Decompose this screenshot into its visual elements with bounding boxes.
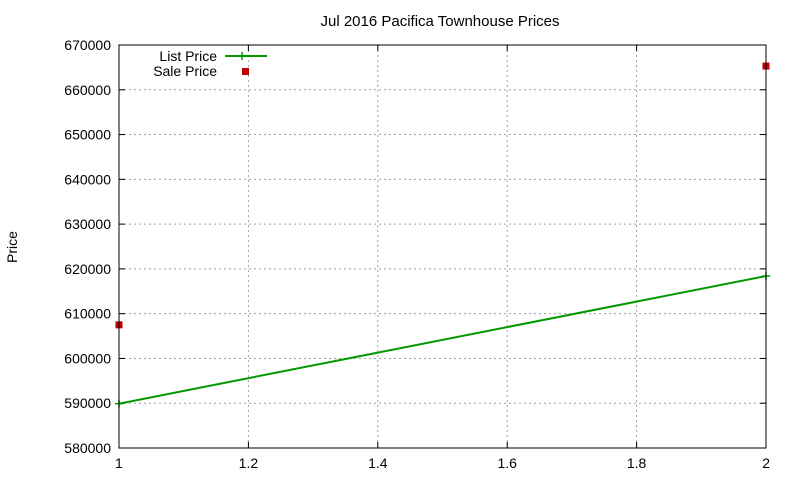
y-tick-label: 610000: [64, 306, 111, 322]
x-tick-label: 1.6: [497, 455, 517, 471]
grid: [119, 45, 766, 448]
y-tick-label: 640000: [64, 171, 111, 187]
legend-marker-sale-price: [242, 68, 249, 75]
plot-area: [115, 62, 770, 408]
axis-ticks: [118, 44, 767, 449]
list-price-line: [118, 275, 767, 405]
y-tick-label: 600000: [64, 350, 111, 366]
chart-title: Jul 2016 Pacifica Townhouse Prices: [320, 13, 559, 30]
legend: List Price Sale Price: [153, 48, 267, 79]
x-tick-label: 1.2: [239, 455, 259, 471]
y-tick-label: 650000: [64, 127, 111, 143]
x-tick-label: 2: [762, 455, 770, 471]
y-tick-label: 630000: [64, 216, 111, 232]
y-tick-label: 620000: [64, 261, 111, 277]
x-tick-label: 1.4: [368, 455, 388, 471]
legend-label-list-price: List Price: [159, 48, 217, 64]
legend-label-sale-price: Sale Price: [153, 63, 217, 79]
y-tick-label: 580000: [64, 440, 111, 456]
tick-labels: 580000 590000 600000 610000 620000 630000 6400…: [64, 37, 770, 471]
y-tick-label: 670000: [64, 37, 111, 53]
y-axis-label: Price: [4, 231, 20, 263]
x-tick-label: 1: [115, 455, 123, 471]
plot-frame: [118, 44, 767, 449]
x-tick-label: 1.8: [627, 455, 647, 471]
y-tick-label: 660000: [64, 82, 111, 98]
y-tick-label: 590000: [64, 395, 111, 411]
